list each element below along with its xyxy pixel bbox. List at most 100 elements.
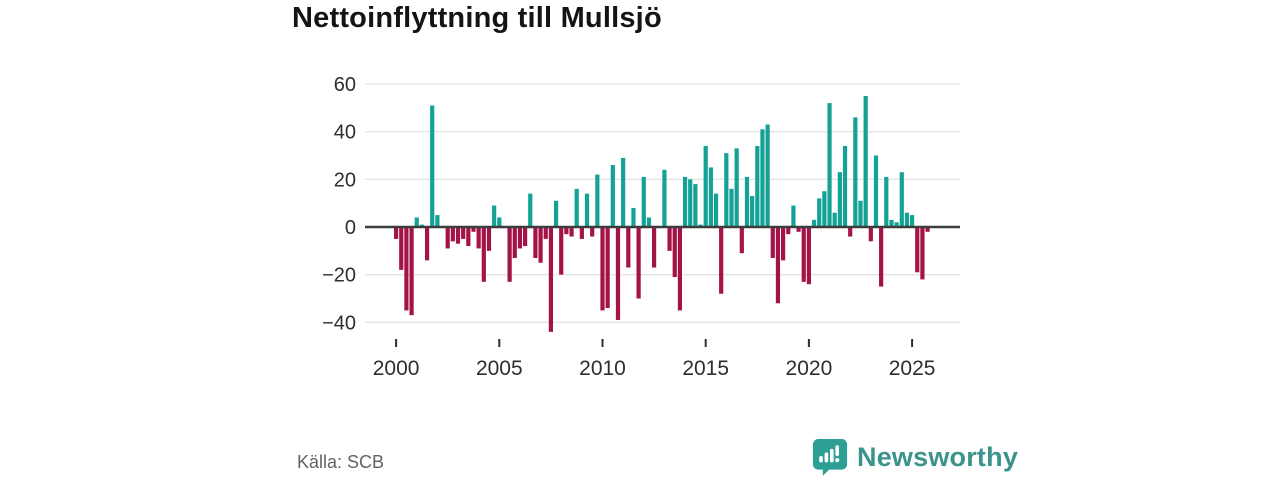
- bar: [414, 217, 419, 227]
- bar: [528, 193, 533, 227]
- bar: [610, 165, 615, 227]
- bar: [497, 217, 502, 227]
- bar: [621, 157, 626, 227]
- bar: [455, 227, 461, 244]
- bar: [430, 105, 435, 227]
- bar: [399, 227, 404, 270]
- bar: [677, 227, 682, 311]
- bar: [755, 145, 760, 227]
- bar: [786, 227, 791, 235]
- bar: [858, 200, 863, 227]
- bar: [507, 227, 512, 282]
- bar: [595, 174, 600, 227]
- bar: [523, 227, 528, 247]
- x-axis-tick-label: 2020: [786, 357, 833, 380]
- bar: [394, 227, 399, 239]
- bar: [729, 188, 734, 227]
- chart-title: Nettoinflyttning till Mullsjö: [292, 2, 662, 34]
- bar: [564, 227, 569, 235]
- bar: [842, 145, 848, 227]
- bar: [605, 227, 610, 309]
- bar: [765, 124, 770, 227]
- bar: [471, 227, 476, 232]
- bar: [492, 205, 497, 227]
- bar: [724, 153, 729, 227]
- bar: [713, 193, 719, 227]
- y-axis-tick-label: −40: [322, 312, 356, 334]
- x-axis-tick-label: 2000: [373, 357, 420, 380]
- bar: [461, 227, 466, 239]
- bar: [868, 227, 873, 242]
- bar: [626, 227, 631, 268]
- bar: [760, 129, 765, 227]
- bar: [409, 227, 414, 316]
- bar: [910, 215, 915, 227]
- bar: [775, 227, 781, 304]
- brand-lockup: Newsworthy: [812, 438, 1018, 476]
- bar: [445, 227, 450, 249]
- bar: [652, 227, 657, 268]
- y-axis-tick-label: 60: [334, 74, 356, 96]
- bar: [481, 227, 486, 282]
- bar: [879, 227, 884, 287]
- bar: [817, 198, 822, 227]
- bar: [853, 117, 858, 227]
- bar: [884, 176, 889, 227]
- bar: [920, 227, 925, 280]
- bar: [641, 176, 646, 227]
- bar: [517, 227, 523, 249]
- bar: [672, 227, 677, 278]
- bar: [889, 219, 894, 227]
- bar: [600, 227, 605, 311]
- bar: [739, 227, 744, 254]
- bar: [682, 176, 688, 227]
- bar: [424, 227, 430, 261]
- bar: [822, 191, 827, 227]
- newsworthy-logo-icon: [812, 439, 848, 476]
- x-axis-tick-label: 2005: [476, 357, 523, 380]
- bar: [770, 227, 775, 258]
- bar: [719, 227, 724, 294]
- bar: [466, 227, 471, 247]
- logo-bar-3: [830, 448, 834, 463]
- bar: [811, 219, 817, 227]
- bar: [574, 188, 579, 227]
- logo-bar-1: [819, 456, 823, 463]
- bar: [476, 227, 481, 249]
- bar: [693, 184, 698, 227]
- bar: [569, 227, 574, 237]
- bar: [801, 227, 806, 282]
- bar: [796, 227, 801, 232]
- bar: [744, 176, 750, 227]
- bar: [584, 193, 590, 227]
- bar: [915, 227, 920, 273]
- bar: [579, 227, 584, 239]
- bar: [533, 227, 538, 258]
- bar: [837, 172, 842, 227]
- bar: [404, 227, 409, 311]
- bar: [559, 227, 564, 275]
- bar: [662, 169, 667, 227]
- bar: [553, 200, 559, 227]
- y-axis-tick-label: 40: [334, 122, 356, 144]
- bar: [631, 207, 636, 227]
- bar: [848, 227, 853, 237]
- bar: [832, 212, 837, 227]
- y-axis-tick-label: 0: [345, 217, 356, 239]
- bar: [791, 205, 796, 227]
- logo-bar-2: [824, 452, 829, 463]
- bar: [781, 227, 786, 261]
- bar: [806, 227, 811, 285]
- bar: [873, 155, 879, 227]
- y-axis-tick-label: −20: [322, 265, 356, 287]
- bar: [615, 227, 621, 320]
- bar: [708, 167, 713, 228]
- x-axis-tick-label: 2010: [579, 357, 626, 380]
- bar: [538, 227, 543, 263]
- bar: [688, 179, 693, 227]
- bar: [703, 145, 708, 227]
- bar: [435, 215, 440, 227]
- bar: [894, 222, 899, 227]
